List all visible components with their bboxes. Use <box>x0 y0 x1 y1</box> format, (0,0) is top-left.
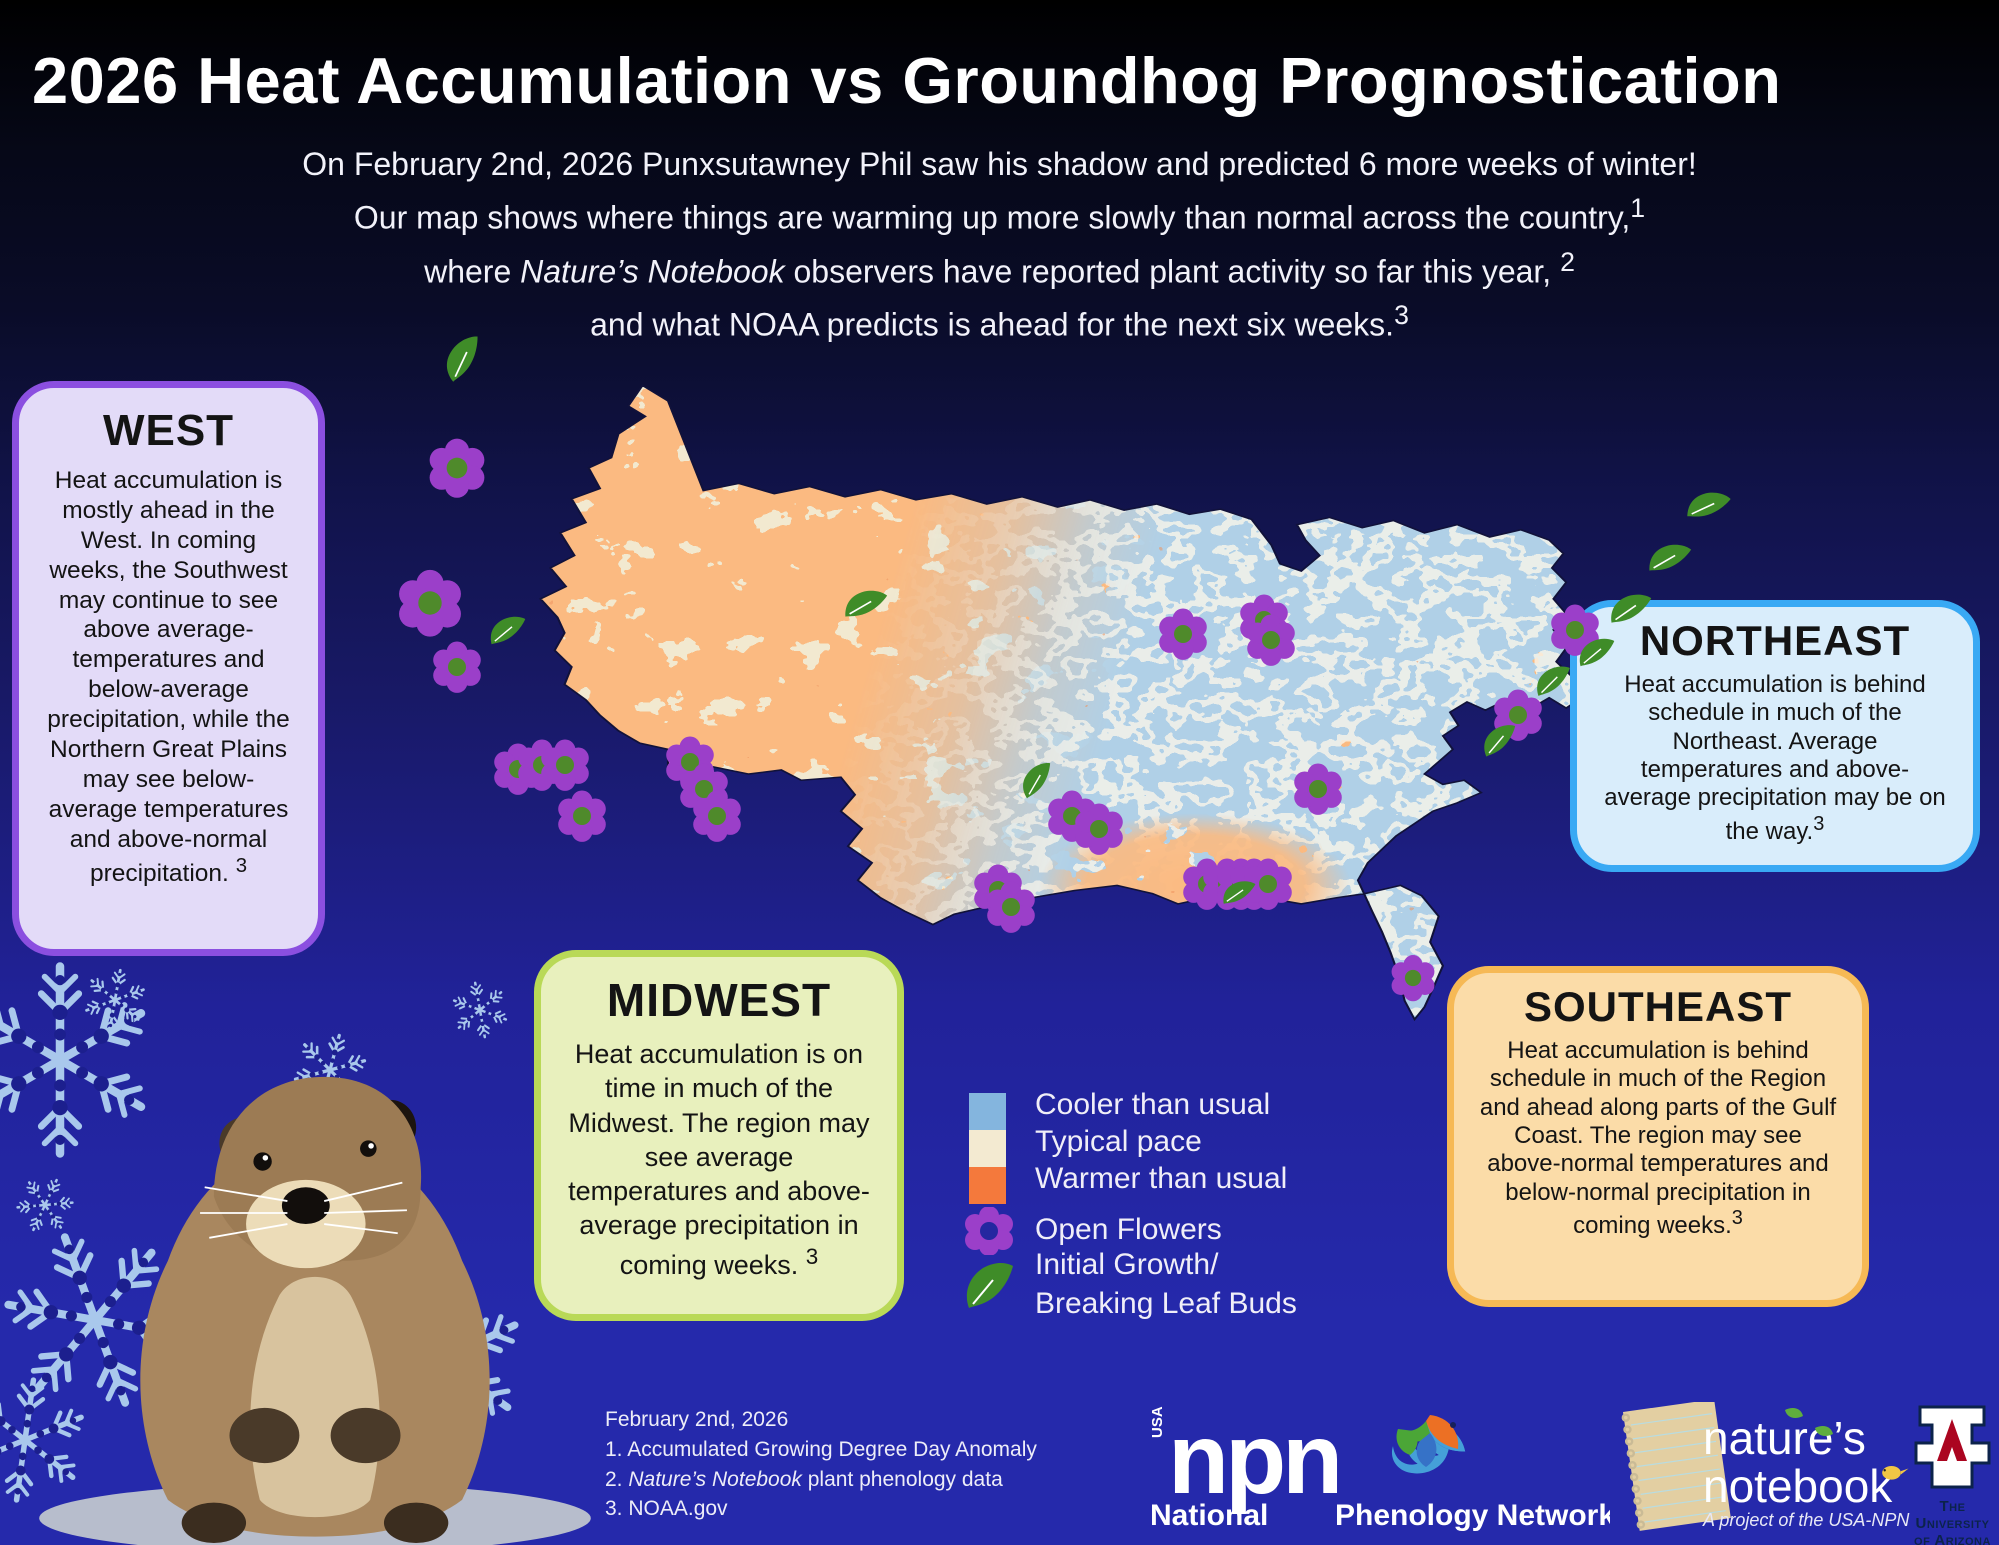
svg-text:nature’s: nature’s <box>1703 1412 1866 1464</box>
svg-text:notebook: notebook <box>1703 1460 1893 1512</box>
svg-text:Phenology Network: Phenology Network <box>1335 1499 1610 1532</box>
svg-text:A project of the USA-NPN: A project of the USA-NPN <box>1702 1510 1910 1530</box>
svg-text:National: National <box>1150 1499 1268 1532</box>
svg-text:USA: USA <box>1150 1406 1166 1438</box>
